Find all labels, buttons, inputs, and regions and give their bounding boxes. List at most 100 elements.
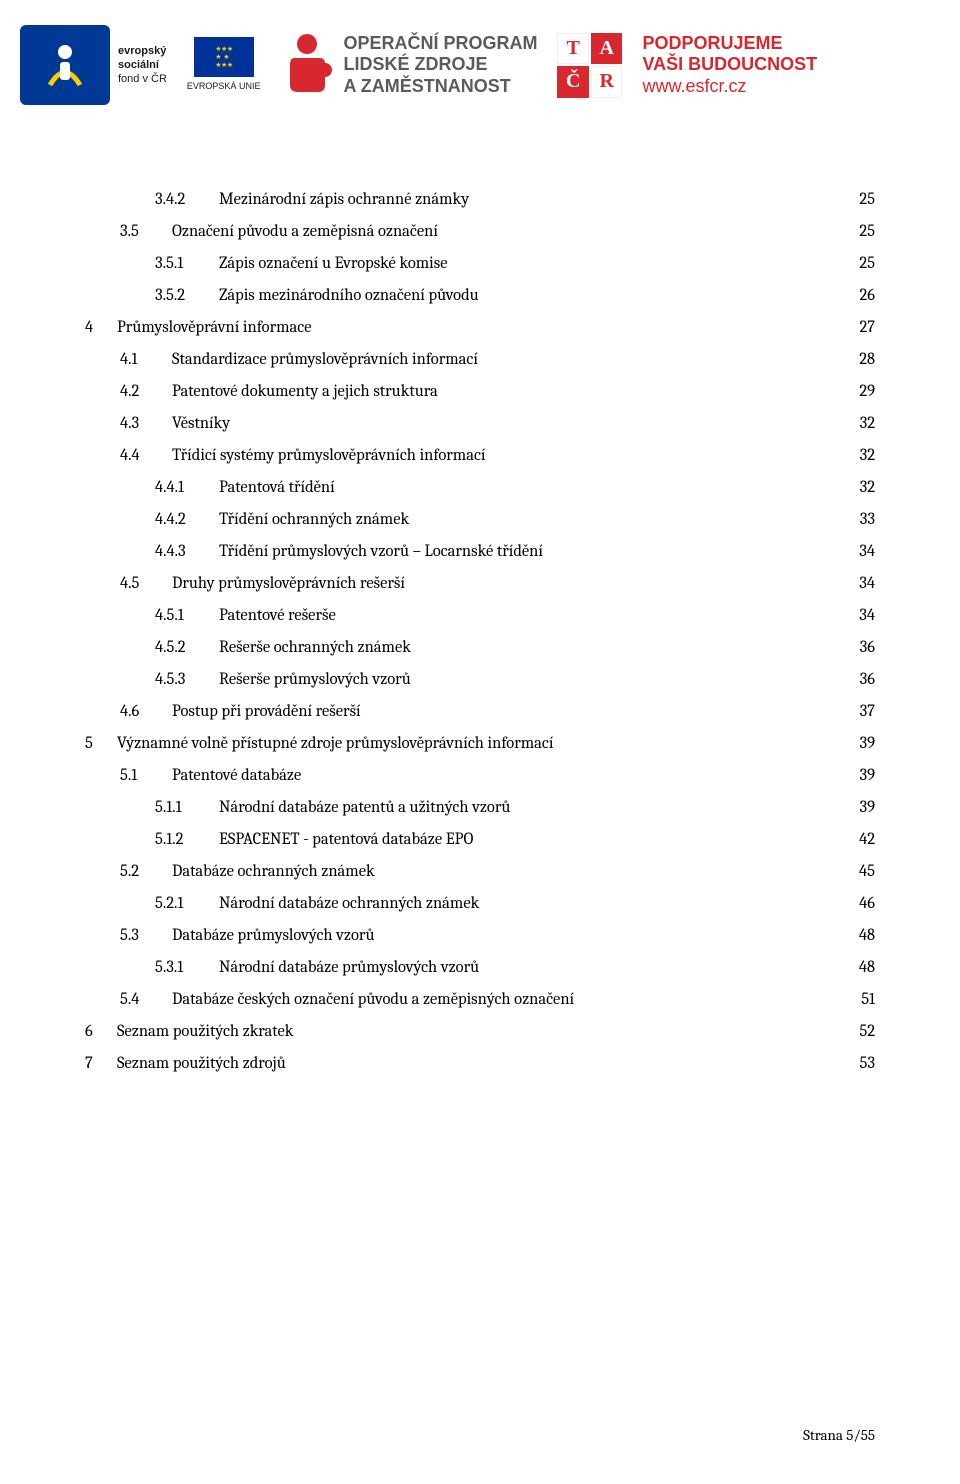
toc-entry[interactable]: 7Seznam použitých zdrojů53	[85, 1054, 875, 1073]
tacr-logo: T A Č R	[557, 33, 622, 98]
toc-title: Rešerše průmyslových vzorů	[215, 670, 411, 689]
toc-title: Databáze ochranných známek	[168, 862, 375, 881]
toc-entry[interactable]: 6Seznam použitých zkratek52	[85, 1022, 875, 1041]
toc-number: 5.1.1	[155, 798, 215, 817]
toc-title: Zápis mezinárodního označení původu	[215, 286, 479, 305]
toc-page: 27	[859, 318, 875, 337]
toc-page: 32	[860, 478, 875, 497]
toc-number: 6	[85, 1022, 113, 1041]
toc-title: Databáze průmyslových vzorů	[168, 926, 374, 945]
page-number: Strana 5/55	[803, 1426, 875, 1444]
toc-entry[interactable]: 3.5.2Zápis mezinárodního označení původu…	[85, 286, 875, 305]
toc-title: Třídění průmyslových vzorů – Locarnské t…	[215, 542, 543, 561]
toc-entry[interactable]: 5.1Patentové databáze 39	[85, 766, 875, 785]
toc-entry[interactable]: 3.4.2Mezinárodní zápis ochranné známky 25	[85, 190, 875, 209]
toc-title: Národní databáze patentů a užitných vzor…	[215, 798, 510, 817]
toc-entry[interactable]: 5.1.2ESPACENET - patentová databáze EPO4…	[85, 830, 875, 849]
toc-title: Národní databáze ochranných známek	[215, 894, 479, 913]
toc-page: 39	[860, 798, 876, 817]
toc-title: Patentové rešerše	[215, 606, 336, 625]
toc-number: 5.1	[120, 766, 168, 785]
toc-entry[interactable]: 4.2Patentové dokumenty a jejich struktur…	[85, 382, 875, 401]
toc-title: Zápis označení u Evropské komise	[215, 254, 448, 273]
toc-page: 36	[860, 670, 875, 689]
toc-entry[interactable]: 5.1.1Národní databáze patentů a užitných…	[85, 798, 875, 817]
toc-entry[interactable]: 4.5.2Rešerše ochranných známek 36	[85, 638, 875, 657]
toc-page: 52	[859, 1022, 875, 1041]
eu-flag-icon: ★ ★ ★★ ★★ ★ ★	[194, 37, 254, 77]
toc-number: 4	[85, 318, 113, 337]
toc-entry[interactable]: 4.4.2Třídění ochranných známek 33	[85, 510, 875, 529]
toc-title: Národní databáze průmyslových vzorů	[215, 958, 479, 977]
toc-page: 33	[860, 510, 875, 529]
toc-entry[interactable]: 4.4Třídicí systémy průmyslověprávních in…	[85, 446, 875, 465]
toc-title: Třídicí systémy průmyslověprávních infor…	[168, 446, 485, 465]
toc-page: 25	[859, 254, 875, 273]
toc-number: 5.3.1	[155, 958, 215, 977]
toc-number: 4.4.2	[155, 510, 215, 529]
toc-page: 39	[860, 766, 876, 785]
toc-number: 4.2	[120, 382, 168, 401]
toc-number: 4.5.2	[155, 638, 215, 657]
op-title: OPERAČNÍ PROGRAM LIDSKÉ ZDROJE A ZAMĚSTN…	[343, 33, 537, 98]
toc-title: Standardizace průmyslověprávních informa…	[168, 350, 478, 369]
toc-number: 4.5	[120, 574, 168, 593]
toc-entry[interactable]: 5.2.1Národní databáze ochranných známek4…	[85, 894, 875, 913]
toc-title: Označení původu a zeměpisná označení	[168, 222, 438, 241]
eu-logo-block: ★ ★ ★★ ★★ ★ ★ EVROPSKÁ UNIE	[187, 37, 261, 93]
header-logos: evropský sociální fond v ČR ★ ★ ★★ ★★ ★ …	[0, 0, 960, 130]
toc-number: 4.4	[120, 446, 168, 465]
toc-title: Významné volně přístupné zdroje průmyslo…	[113, 734, 553, 753]
toc-entry[interactable]: 3.5.1Zápis označení u Evropské komise 25	[85, 254, 875, 273]
toc-title: Rešerše ochranných známek	[215, 638, 411, 657]
toc-entry[interactable]: 4.4.3Třídění průmyslových vzorů – Locarn…	[85, 542, 875, 561]
toc-title: Patentová třídění	[215, 478, 335, 497]
toc-entry[interactable]: 5.3Databáze průmyslových vzorů48	[85, 926, 875, 945]
toc-entry[interactable]: 4.6Postup při provádění rešerší 37	[85, 702, 875, 721]
toc-entry[interactable]: 5Významné volně přístupné zdroje průmysl…	[85, 734, 875, 753]
toc-page: 53	[860, 1054, 875, 1073]
toc-title: Věstníky	[168, 414, 230, 433]
toc-page: 51	[861, 990, 875, 1009]
toc-entry[interactable]: 4.5.3Rešerše průmyslových vzorů 36	[85, 670, 875, 689]
toc-entry[interactable]: 3.5Označení původu a zeměpisná označení2…	[85, 222, 875, 241]
toc-entry[interactable]: 4.5Druhy průmyslověprávních rešerší34	[85, 574, 875, 593]
toc-number: 3.5	[120, 222, 168, 241]
support-text: PODPORUJEME VAŠI BUDOUCNOST www.esfcr.cz	[642, 33, 817, 98]
toc-entry[interactable]: 4Průmyslověprávní informace 27	[85, 318, 875, 337]
toc-page: 25	[859, 190, 875, 209]
toc-number: 4.1	[120, 350, 168, 369]
toc-entry[interactable]: 4.1Standardizace průmyslověprávních info…	[85, 350, 875, 369]
esf-logo-icon	[20, 25, 110, 105]
toc-title: Průmyslověprávní informace	[113, 318, 312, 337]
toc-entry[interactable]: 4.5.1Patentové rešerše34	[85, 606, 875, 625]
toc-page: 36	[860, 638, 875, 657]
table-of-contents: 3.4.2Mezinárodní zápis ochranné známky 25…	[0, 130, 960, 1073]
toc-number: 4.6	[120, 702, 168, 721]
toc-number: 4.5.1	[155, 606, 215, 625]
toc-entry[interactable]: 5.3.1Národní databáze průmyslových vzorů…	[85, 958, 875, 977]
toc-title: Třídění ochranných známek	[215, 510, 409, 529]
toc-title: Patentové dokumenty a jejich struktura	[168, 382, 438, 401]
toc-page: 32	[860, 446, 875, 465]
toc-page: 37	[860, 702, 875, 721]
toc-page: 28	[859, 350, 875, 369]
toc-entry[interactable]: 4.4.1Patentová třídění 32	[85, 478, 875, 497]
toc-page: 48	[859, 926, 875, 945]
toc-title: Postup při provádění rešerší	[168, 702, 361, 721]
toc-number: 4.4.1	[155, 478, 215, 497]
toc-page: 45	[859, 862, 875, 881]
toc-number: 3.5.1	[155, 254, 215, 273]
toc-title: ESPACENET - patentová databáze EPO	[215, 830, 473, 849]
toc-entry[interactable]: 5.2Databáze ochranných známek45	[85, 862, 875, 881]
op-puzzle-icon	[280, 30, 335, 100]
toc-number: 3.4.2	[155, 190, 215, 209]
toc-title: Patentové databáze	[168, 766, 301, 785]
toc-number: 4.4.3	[155, 542, 215, 561]
toc-entry[interactable]: 5.4Databáze českých označení původu a ze…	[85, 990, 875, 1009]
toc-number: 4.5.3	[155, 670, 215, 689]
toc-title: Mezinárodní zápis ochranné známky	[215, 190, 469, 209]
toc-entry[interactable]: 4.3Věstníky32	[85, 414, 875, 433]
toc-number: 4.3	[120, 414, 168, 433]
toc-number: 3.5.2	[155, 286, 215, 305]
